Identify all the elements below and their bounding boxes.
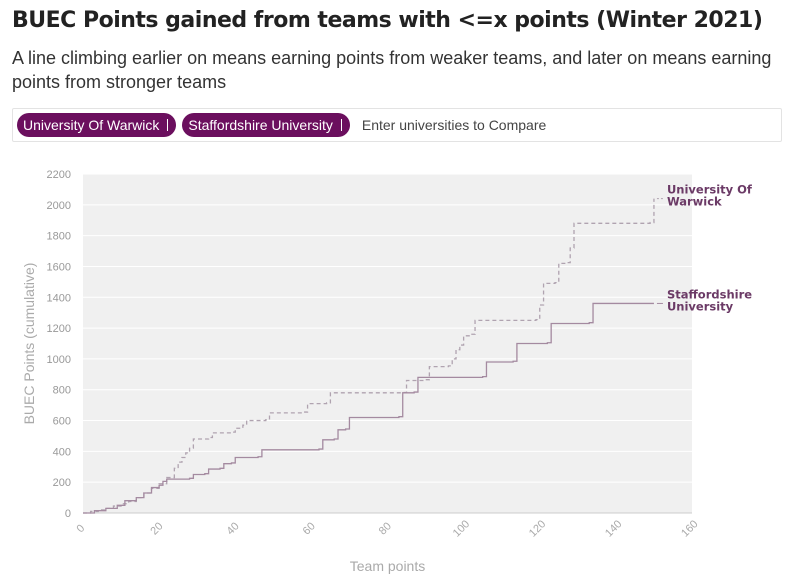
chip-staffordshire-university[interactable]: Staffordshire University (182, 113, 350, 137)
chip-university-of-warwick[interactable]: University Of Warwick (17, 113, 177, 137)
x-tick-label: 140 (603, 518, 624, 539)
chart-title: BUEC Points gained from teams with <=x p… (12, 8, 763, 33)
series-lines (83, 198, 655, 514)
chip-remove-handle[interactable] (167, 119, 169, 131)
y-tick-label: 2200 (47, 169, 71, 181)
y-tick-label: 1400 (47, 292, 71, 304)
y-tick-label: 1600 (47, 261, 71, 273)
y-tick-label: 600 (53, 416, 71, 428)
x-tick-label: 160 (679, 518, 700, 539)
grid-lines (83, 173, 692, 514)
y-tick-label: 0 (65, 508, 71, 520)
chip-label: Staffordshire University (188, 117, 333, 133)
university-picker[interactable]: University Of Warwick Staffordshire Univ… (12, 108, 782, 142)
series-label: Staffordshire (667, 287, 752, 301)
series-label: University (667, 299, 734, 313)
series-label: University Of (667, 183, 753, 197)
plot-area (83, 174, 692, 513)
y-axis-label: BUEC Points (cumulative) (21, 263, 37, 425)
x-tick-label: 100 (451, 518, 472, 539)
chip-label: University Of Warwick (23, 117, 160, 133)
y-tick-label: 1000 (47, 354, 71, 366)
x-tick-label: 20 (148, 520, 165, 537)
chart-subtitle: A line climbing earlier on means earning… (12, 48, 772, 92)
series-label: Warwick (667, 195, 722, 209)
x-axis-ticks: 0 20 40 60 80 100 120 140 160 (74, 518, 700, 539)
y-tick-label: 800 (53, 385, 71, 397)
y-axis-ticks: 0 200 400 600 800 1000 1200 1400 1600 1800 2000 220… (47, 169, 71, 520)
x-tick-label: 0 (74, 522, 87, 535)
y-tick-label: 1800 (47, 231, 71, 243)
y-tick-label: 200 (53, 477, 71, 489)
x-tick-label: 80 (377, 520, 394, 537)
x-tick-label: 60 (301, 520, 318, 537)
series-line-1 (83, 302, 654, 514)
y-tick-label: 1200 (47, 323, 71, 335)
line-chart: 0200400600800100012001400160018002000220… (21, 169, 753, 574)
y-tick-label: 400 (53, 446, 71, 458)
y-tick-label: 2000 (47, 200, 71, 212)
x-tick-label: 40 (225, 520, 242, 537)
x-tick-label: 120 (527, 518, 548, 539)
x-axis-label: Team points (350, 558, 425, 574)
chip-remove-handle[interactable] (340, 119, 342, 131)
university-search-input[interactable] (359, 116, 664, 134)
